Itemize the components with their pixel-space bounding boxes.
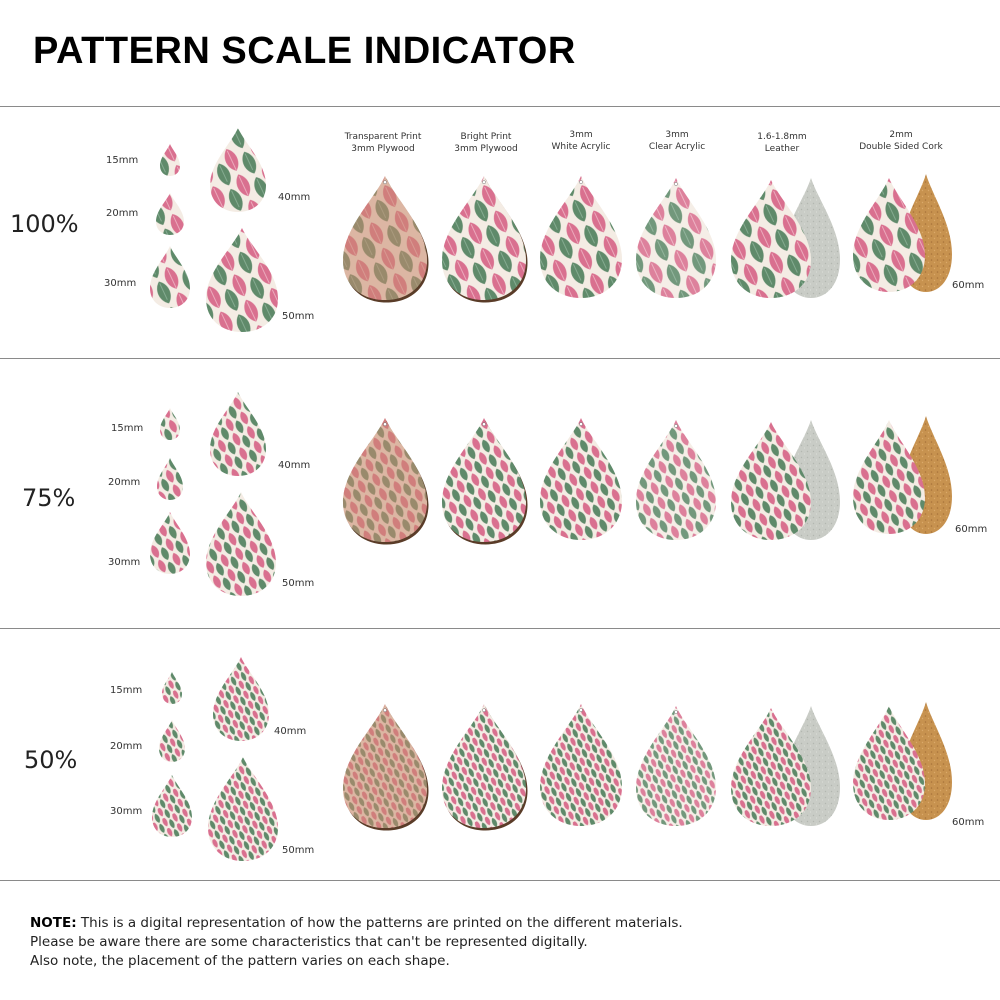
size-label-20mm: 20mm: [110, 741, 143, 752]
size-sample-drop: [162, 672, 182, 704]
plywood-bright-drop: [442, 418, 528, 545]
clear-acrylic-drop: [636, 706, 716, 826]
size-label-15mm: 15mm: [106, 155, 139, 166]
size-sample-drop: [213, 657, 269, 741]
material-label-leather: 1.6-1.8mm Leather: [757, 132, 807, 154]
white-acrylic-drop: [540, 418, 622, 540]
size-sample-drop: [208, 757, 278, 861]
divider-top: [0, 106, 1000, 107]
plywood-transparent-drop: [343, 704, 429, 831]
size-sample-drop: [159, 720, 185, 762]
plywood-transparent-drop: [343, 418, 429, 545]
size-label-40mm: 40mm: [274, 726, 307, 737]
scale-label: 50%: [24, 746, 78, 774]
size-sample-drop: [152, 775, 192, 837]
divider-1: [0, 358, 1000, 359]
size-sample-drop: [160, 408, 180, 440]
divider-bottom: [0, 880, 1000, 881]
note-bold: NOTE:: [30, 915, 77, 931]
cork-front-drop: [853, 178, 925, 292]
size-label-50mm: 50mm: [282, 311, 315, 322]
page-title: PATTERN SCALE INDICATOR: [33, 30, 576, 72]
size-sample-drop: [150, 512, 190, 574]
scale-label: 75%: [22, 484, 76, 512]
size-label-20mm: 20mm: [106, 208, 139, 219]
cork-front-drop: [853, 706, 925, 820]
size-sample-drop: [210, 128, 266, 212]
size-label-40mm: 40mm: [278, 460, 311, 471]
divider-2: [0, 628, 1000, 629]
size-sample-drop: [150, 246, 190, 308]
clear-acrylic-drop: [636, 178, 716, 298]
note-line-1: This is a digital representation of how …: [76, 915, 683, 931]
material-label-cork: 2mm Double Sided Cork: [859, 130, 943, 152]
leather-front-drop: [731, 708, 811, 826]
size-sample-drop: [160, 144, 180, 176]
clear-acrylic-drop: [636, 420, 716, 540]
plywood-bright-drop: [442, 176, 528, 303]
size-label-60mm: 60mm: [952, 280, 985, 291]
size-label-20mm: 20mm: [108, 477, 141, 488]
disclaimer-note: NOTE: This is a digital representation o…: [30, 914, 683, 971]
scale-label: 100%: [10, 210, 79, 238]
material-label-white-acrylic: 3mm White Acrylic: [551, 130, 611, 152]
size-label-60mm: 60mm: [955, 524, 988, 535]
size-label-30mm: 30mm: [108, 557, 141, 568]
size-sample-drop: [206, 492, 276, 596]
size-sample-drop: [206, 228, 278, 332]
white-acrylic-drop: [540, 176, 622, 298]
size-sample-drop: [210, 392, 266, 476]
size-label-40mm: 40mm: [278, 192, 311, 203]
size-label-30mm: 30mm: [104, 278, 137, 289]
size-label-15mm: 15mm: [110, 685, 143, 696]
size-label-50mm: 50mm: [282, 578, 315, 589]
leather-front-drop: [731, 180, 811, 298]
cork-front-drop: [853, 420, 925, 534]
size-sample-drop: [157, 458, 183, 500]
leather-front-drop: [731, 422, 811, 540]
size-label-50mm: 50mm: [282, 845, 315, 856]
note-line-3: Also note, the placement of the pattern …: [30, 953, 450, 969]
material-label-transparent-plywood: Transparent Print 3mm Plywood: [344, 132, 422, 154]
white-acrylic-drop: [540, 704, 622, 826]
note-line-2: Please be aware there are some character…: [30, 934, 588, 950]
plywood-bright-drop: [442, 704, 528, 831]
size-label-60mm: 60mm: [952, 817, 985, 828]
size-label-30mm: 30mm: [110, 806, 143, 817]
plywood-transparent-drop: [343, 176, 429, 303]
size-sample-drop: [156, 193, 184, 235]
material-label-bright-plywood: Bright Print 3mm Plywood: [454, 132, 518, 154]
size-label-15mm: 15mm: [111, 423, 144, 434]
material-label-clear-acrylic: 3mm Clear Acrylic: [648, 130, 706, 152]
